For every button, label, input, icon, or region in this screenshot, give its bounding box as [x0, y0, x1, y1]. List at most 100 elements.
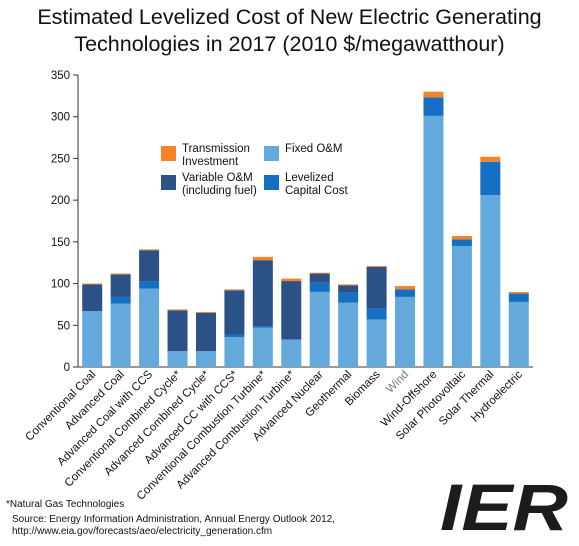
bar-segment — [224, 336, 245, 367]
bar-segment — [309, 291, 330, 367]
source-line-2: http://www.eia.gov/forecasts/aeo/electri… — [12, 526, 273, 537]
bar-segment — [139, 281, 160, 289]
y-axis: 0 50 100 150 200 250 300 350 — [51, 70, 533, 374]
bar-segment — [508, 301, 529, 367]
bar-segment — [195, 311, 216, 313]
legend-swatch — [161, 175, 176, 190]
bar-segment — [338, 302, 359, 367]
bar-stack — [224, 289, 245, 367]
legend-label: Investment — [182, 156, 239, 168]
bar-stack — [167, 309, 188, 367]
bar-segment — [366, 308, 387, 320]
bar-stack — [195, 311, 216, 367]
footnote: *Natural Gas Technologies — [6, 499, 125, 510]
bar-segment — [309, 282, 330, 292]
legend-label: Capital Cost — [285, 185, 348, 197]
bar-segment — [338, 285, 359, 293]
bar-stack — [366, 266, 387, 367]
bar-stack — [480, 156, 501, 367]
bar-segment — [395, 289, 416, 297]
legend-swatch — [161, 146, 176, 161]
bar-segment — [281, 281, 302, 340]
y-tick-label: 100 — [51, 279, 70, 291]
y-tick-label: 50 — [57, 320, 70, 332]
bar-segment — [252, 260, 273, 327]
bar-segment — [167, 309, 188, 311]
legend-item: Variable O&M(including fuel) — [161, 172, 257, 197]
legend-item: Fixed O&M — [264, 143, 343, 161]
bar-segment — [338, 292, 359, 303]
ier-logo: IER — [440, 476, 568, 538]
bar-segment — [110, 296, 131, 304]
bar-stack — [309, 272, 330, 367]
bar-segment — [508, 293, 529, 302]
bar-segment — [480, 161, 501, 196]
ier-logo-text: IER — [440, 476, 568, 538]
bar-segment — [451, 236, 472, 240]
bar-segment — [82, 283, 103, 285]
bar-segment — [252, 327, 273, 367]
bar-segment — [167, 351, 188, 367]
bar-segment — [82, 284, 103, 312]
bar-segment — [508, 291, 529, 294]
bar-segment — [395, 286, 416, 290]
bar-segment — [139, 288, 160, 367]
bar-segment — [139, 249, 160, 251]
source-note: Source: Energy Information Administratio… — [12, 514, 335, 538]
bar-segment — [281, 278, 302, 282]
bar-segment — [366, 266, 387, 309]
bar-segment — [309, 272, 330, 274]
legend-label: Transmission — [182, 143, 250, 155]
legend-label: Levelized — [285, 172, 334, 184]
y-tick-label: 350 — [51, 70, 70, 82]
bar-segment — [195, 351, 216, 367]
bar-stack — [423, 91, 444, 367]
bar-segment — [423, 97, 444, 116]
bar-segment — [110, 274, 131, 297]
y-tick-label: 250 — [51, 153, 70, 165]
source-line-1: Source: Energy Information Administratio… — [12, 514, 335, 525]
y-tick-label: 150 — [51, 237, 70, 249]
bar-segment — [224, 290, 245, 335]
bar-stack — [508, 291, 529, 367]
bar-stack — [139, 249, 160, 367]
bar-segment — [309, 273, 330, 283]
legend-swatch — [264, 146, 279, 161]
bar-stack — [451, 236, 472, 367]
legend-label: Fixed O&M — [285, 143, 343, 155]
bar-segment — [110, 303, 131, 367]
bar-segment — [423, 91, 444, 98]
x-tick-label: Hydroelectric — [469, 368, 525, 424]
bar-stack — [395, 286, 416, 367]
bar-segment — [252, 326, 273, 328]
bar-stack — [82, 283, 103, 367]
bar-segment — [110, 273, 131, 275]
bar-segment — [224, 289, 245, 291]
y-tick-label: 0 — [64, 362, 70, 374]
bar-segment — [338, 284, 359, 286]
bar-stack — [281, 278, 302, 367]
bar-segment — [423, 115, 444, 367]
bar-segment — [451, 239, 472, 247]
bar-segment — [366, 266, 387, 267]
bar-segment — [480, 156, 501, 162]
bar-segment — [167, 310, 188, 352]
legend-label: Variable O&M — [182, 172, 253, 184]
bar-segment — [366, 319, 387, 367]
bar-stack — [110, 273, 131, 367]
y-tick-label: 300 — [51, 112, 70, 124]
bar-segment — [395, 296, 416, 367]
chart-title-line-1: Estimated Levelized Cost of New Electric… — [37, 5, 542, 29]
chart-title-line-2: Technologies in 2017 (2010 $/megawatthou… — [74, 32, 505, 56]
legend-label: (including fuel) — [182, 185, 257, 197]
bar-segment — [281, 339, 302, 367]
bar-segment — [224, 334, 245, 337]
bar-segment — [252, 256, 273, 261]
bar-segment — [82, 311, 103, 367]
chart-title: Estimated Levelized Cost of New Electric… — [0, 4, 579, 58]
bar-segment — [195, 312, 216, 352]
